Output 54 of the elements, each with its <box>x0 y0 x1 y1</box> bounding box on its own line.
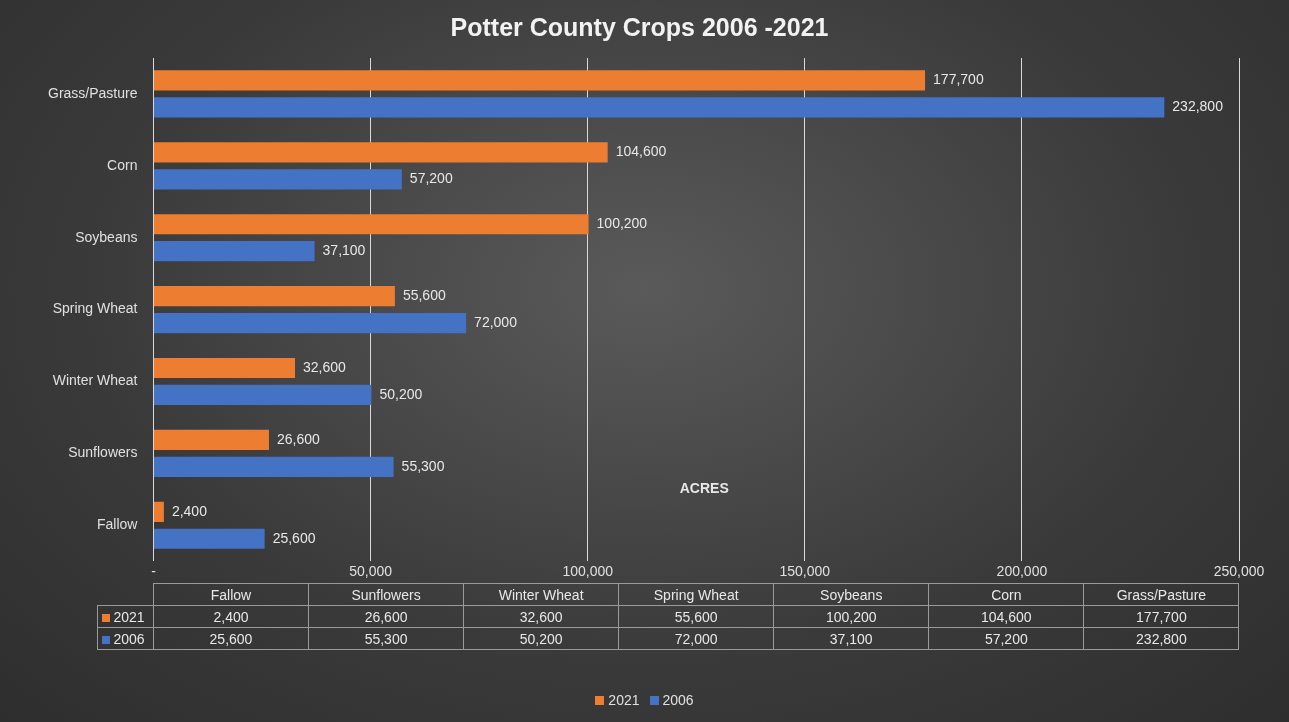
x-tick-label: 250,000 <box>1213 563 1265 580</box>
data-label: 72,000 <box>474 313 518 330</box>
legend-label: 2021 <box>97 605 154 628</box>
text: 104,600 <box>981 608 1032 625</box>
data-label: 55,600 <box>402 286 446 303</box>
text: 2006 <box>662 692 694 708</box>
data-label: 50,200 <box>379 385 423 402</box>
data-label: 2,400 <box>171 502 208 519</box>
text: 2021 <box>608 692 640 708</box>
text: 232,800 <box>1136 630 1187 647</box>
y-tick-label: Winter Wheat <box>52 372 138 389</box>
x-tick-label: 100,000 <box>562 563 614 580</box>
data-label: 25,600 <box>272 529 316 546</box>
y-tick-label: Spring Wheat <box>52 300 138 317</box>
text: 72,000 <box>674 630 718 647</box>
text: 50,200 <box>519 630 563 647</box>
y-tick-label: Soybeans <box>75 228 138 245</box>
category-label: Corn <box>991 586 1022 603</box>
y-tick-label: Corn <box>107 156 138 173</box>
data-label: 57,200 <box>409 170 453 187</box>
category-label: Sunflowers <box>351 586 421 603</box>
x-tick-label: 200,000 <box>996 563 1048 580</box>
y-tick-label: Sunflowers <box>68 444 138 461</box>
text: 100,200 <box>825 608 877 625</box>
data-label: 100,200 <box>596 215 648 232</box>
text: 26,600 <box>364 608 408 625</box>
text: 57,200 <box>984 630 1028 647</box>
category-label: Fallow <box>210 586 252 603</box>
category-label: Soybeans <box>820 586 883 603</box>
data-label: 55,300 <box>401 457 445 474</box>
text: 37,100 <box>829 630 873 647</box>
legend-label: 2006 <box>97 627 154 650</box>
y-tick-label: Grass/Pasture <box>47 84 138 101</box>
category-label: Winter Wheat <box>498 586 584 603</box>
data-label: 37,100 <box>322 242 366 259</box>
x-tick-label: 50,000 <box>349 563 393 580</box>
y-tick-label: Fallow <box>97 516 139 533</box>
data-label: 26,600 <box>276 430 321 447</box>
text: 25,600 <box>209 630 253 647</box>
data-label: 32,600 <box>303 358 347 375</box>
category-label: Grass/Pasture <box>1116 586 1207 603</box>
text: 2,400 <box>213 608 249 625</box>
x-axis-title: ACRES <box>679 480 729 497</box>
data-label: 232,800 <box>1172 98 1224 115</box>
text: 55,300 <box>364 630 408 647</box>
text: 32,600 <box>519 608 563 625</box>
data-label: 177,700 <box>933 71 984 88</box>
text: 177,700 <box>1136 608 1187 625</box>
data-label: 104,600 <box>615 143 667 160</box>
category-label: Spring Wheat <box>653 586 739 603</box>
x-tick-label: 150,000 <box>779 563 831 580</box>
chart-title: Potter County Crops 2006 -2021 <box>450 12 829 41</box>
text: 55,600 <box>674 608 718 625</box>
x-tick-label: - <box>151 563 157 580</box>
